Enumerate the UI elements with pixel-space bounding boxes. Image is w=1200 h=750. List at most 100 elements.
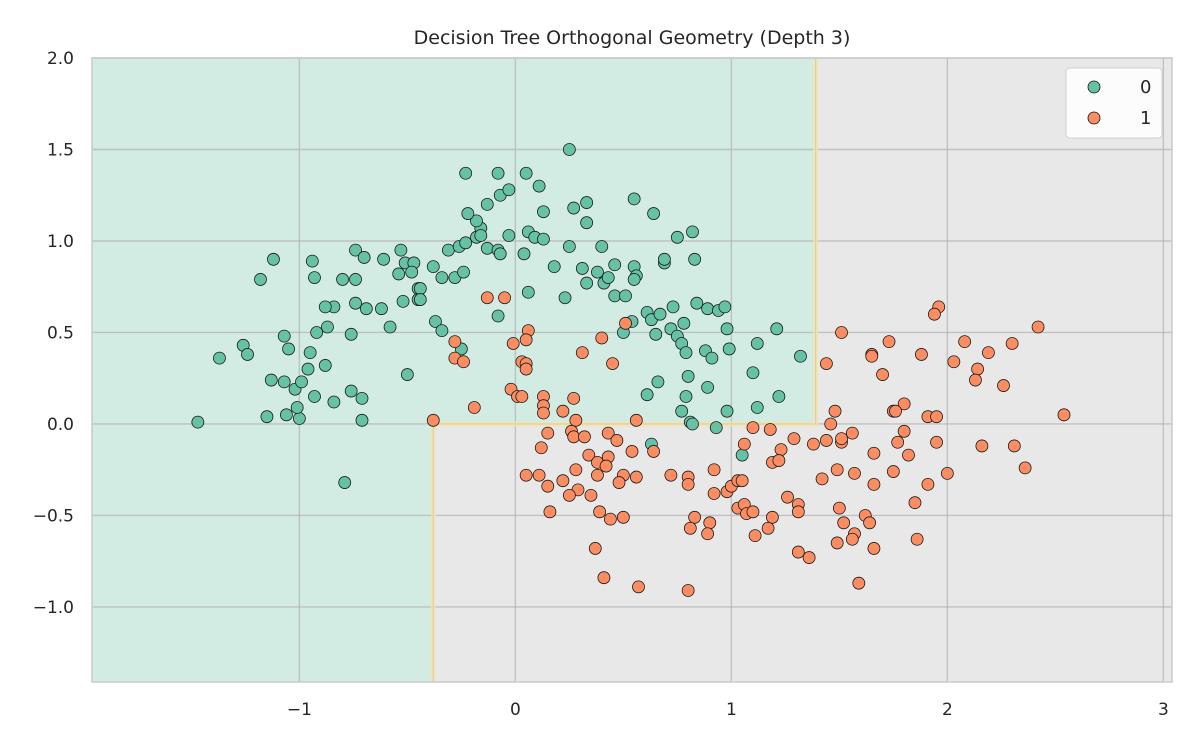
data-point-class-0 xyxy=(336,273,349,286)
data-point-class-1 xyxy=(616,510,630,524)
data-point-class-1 xyxy=(828,404,842,418)
data-point-class-0 xyxy=(383,320,397,334)
data-point-class-0 xyxy=(310,326,324,339)
data-point-class-0 xyxy=(735,448,749,462)
data-point-class-1 xyxy=(982,346,995,360)
data-point-class-0 xyxy=(746,366,760,380)
data-point-class-0 xyxy=(377,252,391,266)
data-point-class-0 xyxy=(701,302,714,316)
data-point-class-0 xyxy=(649,327,663,341)
data-point-class-1 xyxy=(448,335,462,349)
data-point-class-1 xyxy=(971,362,984,376)
data-point-class-0 xyxy=(537,205,550,219)
data-point-class-1 xyxy=(683,521,697,535)
data-point-class-0 xyxy=(426,260,440,274)
data-point-class-1 xyxy=(997,379,1010,392)
data-point-class-0 xyxy=(241,348,254,361)
data-point-class-0 xyxy=(562,240,576,253)
data-point-class-1 xyxy=(737,437,751,451)
data-point-class-0 xyxy=(722,342,736,356)
data-point-class-0 xyxy=(277,329,291,343)
data-point-class-0 xyxy=(359,302,373,316)
data-point-class-1 xyxy=(820,434,833,447)
data-point-class-1 xyxy=(467,401,481,414)
data-point-class-1 xyxy=(1057,408,1071,422)
data-point-class-0 xyxy=(532,179,546,193)
data-point-class-1 xyxy=(619,316,632,330)
data-point-class-0 xyxy=(254,273,267,286)
data-point-class-1 xyxy=(519,333,533,347)
data-point-class-1 xyxy=(930,435,943,449)
data-point-class-1 xyxy=(701,527,714,541)
data-point-class-0 xyxy=(517,247,531,261)
data-point-class-1 xyxy=(541,426,555,440)
data-point-class-1 xyxy=(835,326,848,339)
data-point-class-0 xyxy=(580,276,594,290)
data-point-class-0 xyxy=(547,260,561,274)
data-point-class-1 xyxy=(599,459,613,473)
data-point-class-0 xyxy=(461,207,475,220)
data-point-class-1 xyxy=(498,291,511,305)
data-point-class-0 xyxy=(459,166,473,180)
data-point-class-1 xyxy=(867,446,881,460)
data-point-class-1 xyxy=(746,421,760,435)
data-point-class-0 xyxy=(357,251,371,264)
data-point-class-1 xyxy=(832,501,846,515)
decision-boundary xyxy=(430,58,819,682)
data-point-class-1 xyxy=(593,505,606,519)
data-point-class-1 xyxy=(1018,461,1032,475)
data-point-class-0 xyxy=(457,265,470,279)
data-point-class-1 xyxy=(928,307,941,321)
data-point-class-0 xyxy=(690,296,704,310)
data-point-class-0 xyxy=(595,240,609,253)
data-point-class-0 xyxy=(688,252,702,266)
legend-marker-0 xyxy=(1087,80,1101,94)
data-point-class-1 xyxy=(606,357,619,370)
y-tick-label: −0.5 xyxy=(33,506,74,526)
data-point-class-1 xyxy=(930,410,943,424)
x-axis-ticks: −1 0 1 2 3 xyxy=(287,700,1169,720)
data-point-class-1 xyxy=(707,487,721,500)
data-point-class-1 xyxy=(567,430,581,444)
data-point-class-0 xyxy=(794,349,807,363)
data-point-class-0 xyxy=(338,476,352,489)
data-point-class-1 xyxy=(902,448,915,462)
legend-marker-1 xyxy=(1087,111,1101,125)
data-point-class-0 xyxy=(349,243,362,257)
data-point-class-1 xyxy=(562,488,576,502)
data-point-class-1 xyxy=(534,441,548,455)
data-point-class-1 xyxy=(629,413,643,427)
data-point-class-1 xyxy=(748,529,762,543)
data-point-class-1 xyxy=(578,430,591,444)
data-point-class-1 xyxy=(802,551,816,564)
data-point-class-1 xyxy=(707,463,721,477)
data-point-class-1 xyxy=(604,512,617,526)
data-point-class-1 xyxy=(867,542,881,555)
data-point-class-0 xyxy=(459,236,473,250)
data-point-class-1 xyxy=(625,445,639,458)
data-point-class-0 xyxy=(675,404,689,418)
data-point-class-1 xyxy=(820,357,833,370)
data-point-class-1 xyxy=(975,439,989,453)
data-point-class-0 xyxy=(750,337,764,350)
data-point-class-0 xyxy=(308,390,321,403)
data-point-class-1 xyxy=(584,488,598,502)
data-point-class-1 xyxy=(556,474,570,488)
data-point-class-1 xyxy=(601,426,615,440)
data-point-class-1 xyxy=(848,466,861,480)
data-point-class-0 xyxy=(651,375,665,389)
data-point-class-1 xyxy=(824,417,838,431)
data-point-class-0 xyxy=(608,289,622,303)
data-point-class-0 xyxy=(640,388,654,402)
data-point-class-0 xyxy=(491,166,505,180)
data-point-class-1 xyxy=(781,490,794,504)
data-point-class-1 xyxy=(541,479,555,493)
data-point-class-0 xyxy=(709,421,723,435)
data-point-class-1 xyxy=(876,368,889,381)
legend-label-1: 1 xyxy=(1140,108,1151,129)
y-tick-label: 2.0 xyxy=(47,49,74,69)
data-point-class-0 xyxy=(521,285,535,299)
data-point-class-0 xyxy=(575,262,589,275)
data-point-class-0 xyxy=(679,346,693,360)
data-point-class-1 xyxy=(480,291,494,305)
